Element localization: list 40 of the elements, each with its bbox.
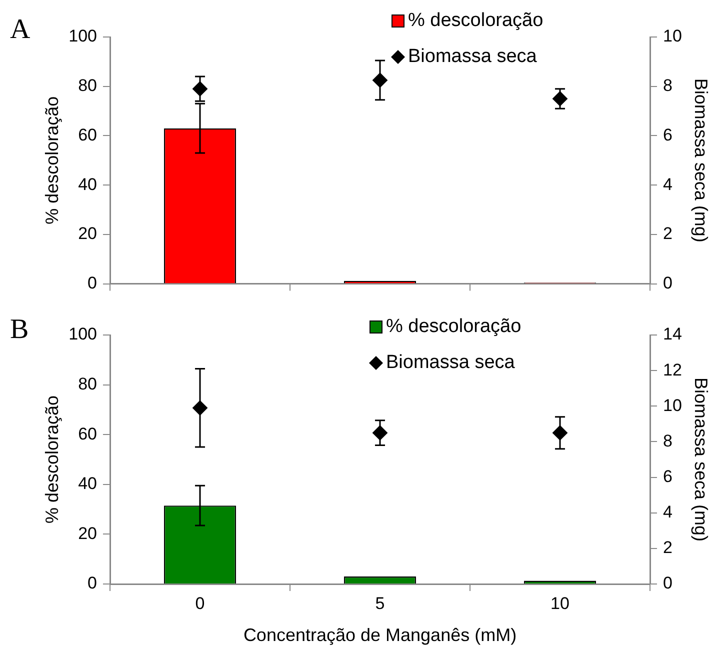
y-tick-label: 100 [68,26,97,46]
x-tick-label: 0 [195,594,205,613]
y-tick-label: 80 [78,76,97,96]
y-tick-label: 60 [78,424,97,444]
y-tick-label: 0 [88,273,97,292]
y-tick-label: 0 [88,574,97,593]
y-tick-label: 20 [78,524,97,543]
chart-title: B [10,314,29,345]
y2-tick-label: 6 [663,466,672,486]
y-tick-label: 100 [68,324,97,344]
legend-label: % descoloração [386,316,522,338]
y2-tick-label: 0 [663,574,672,593]
y2-tick-label: 4 [663,174,672,194]
y-tick-label: 80 [78,374,97,394]
y-axis-title: % descoloração [42,96,62,224]
y2-tick-label: 10 [663,26,682,46]
y2-tick-label: 12 [663,360,682,380]
y-tick-label: 20 [78,224,97,244]
legend-label: Biomassa seca [408,46,538,68]
y2-axis-title: Biomassa seca (mg) [691,377,712,542]
x-tick-label: 10 [550,594,570,613]
y-axis-title: % descoloração [42,395,62,524]
x-axis-title: Concentração de Manganês (mM) [243,625,517,646]
chart-title: A [10,14,31,45]
y2-tick-label: 0 [663,273,672,292]
y2-tick-label: 2 [663,538,672,558]
y2-tick-label: 6 [663,125,672,144]
y2-tick-label: 8 [663,76,672,96]
legend-label: Biomassa seca [386,352,516,374]
x-tick-label: 5 [375,594,385,613]
legend-label: % descoloração [408,10,544,32]
y2-tick-label: 4 [663,502,672,522]
y-tick-label: 40 [78,174,97,194]
y-tick-label: 40 [78,474,97,494]
y2-tick-label: 10 [663,396,682,415]
y-tick-label: 60 [78,125,97,144]
y2-tick-label: 2 [663,224,672,244]
y2-tick-label: 8 [663,431,672,450]
y2-axis-title: Biomassa seca (mg) [691,78,712,242]
y2-tick-label: 14 [663,324,682,344]
